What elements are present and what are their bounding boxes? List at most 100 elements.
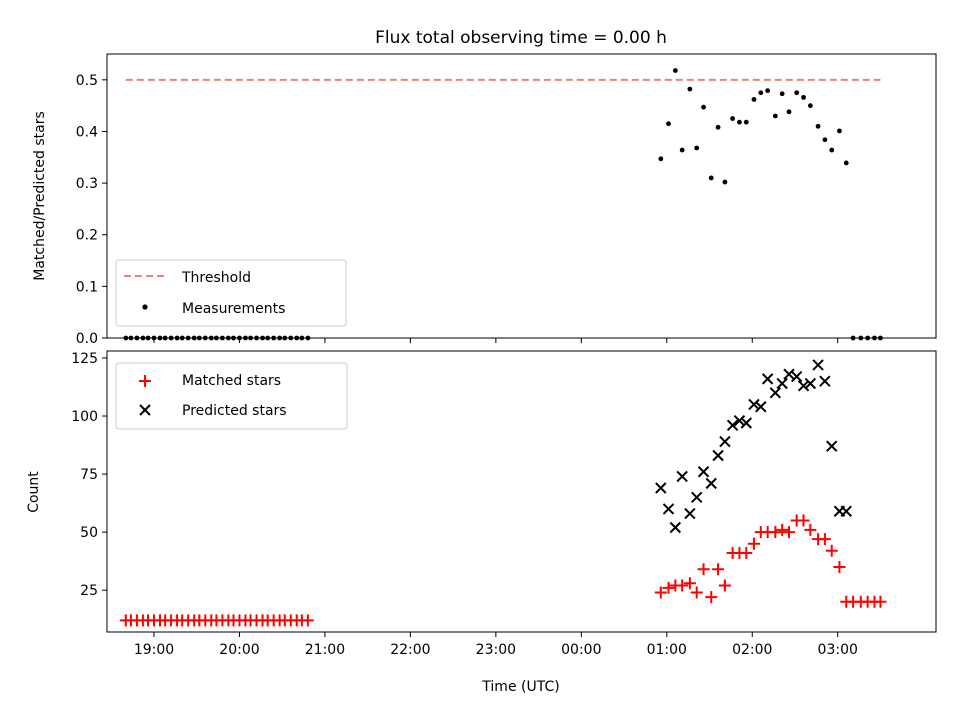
matched-stars-point	[804, 523, 817, 536]
top-y-tick-label: 0.3	[76, 176, 98, 192]
matched-stars-point	[683, 577, 696, 590]
top-y-tick-label: 0.0	[76, 331, 98, 347]
predicted-stars-point	[740, 417, 752, 429]
predicted-stars-point	[797, 380, 810, 392]
bottom-marks	[119, 359, 887, 627]
predicted-stars-point	[804, 377, 817, 390]
matched-stars-point	[818, 533, 831, 546]
measurement-point	[801, 94, 806, 100]
top-legend: Threshold Measurements	[115, 259, 347, 327]
matched-stars-point	[712, 563, 725, 576]
bottom-x-tick-label: 01:00	[647, 642, 687, 658]
measurement-point	[666, 121, 671, 127]
measurement-point	[765, 88, 771, 94]
matched-stars-point	[676, 579, 689, 592]
predicted-stars-point	[655, 482, 667, 494]
matched-stars-point	[654, 586, 667, 599]
measurement-point	[815, 123, 821, 129]
measurement-point	[722, 179, 728, 185]
measurement-point	[772, 113, 778, 119]
top-y-tick-label: 0.5	[76, 73, 98, 89]
bottom-panel: 19:00 20:00 21:00 22:00 23:00 00:00 01:00 02:00…	[26, 350, 937, 695]
top-axes: 0.0 0.1 0.2 0.3 0.4 0.5	[76, 73, 839, 347]
top-y-tick-label: 0.1	[76, 279, 98, 295]
bottom-x-tick-label: 22:00	[390, 642, 430, 658]
matched-stars-point	[783, 526, 796, 539]
predicted-stars-point	[812, 359, 824, 371]
measurement-point	[694, 145, 700, 151]
measurement-point	[837, 128, 842, 134]
predicted-stars-point	[769, 387, 782, 399]
bottom-xlabel: Time (UTC)	[481, 679, 559, 695]
predicted-stars-point	[662, 503, 675, 515]
top-y-tick-label: 0.4	[76, 124, 98, 140]
predicted-stars-point	[712, 449, 724, 462]
bottom-legend-box	[115, 362, 348, 430]
predicted-stars-point	[733, 414, 746, 427]
measurement-point	[701, 104, 706, 110]
measurement-point	[779, 91, 785, 97]
predicted-stars-point	[719, 435, 731, 448]
matched-stars-point	[747, 537, 760, 550]
predicted-stars-point	[840, 505, 852, 517]
measurement-point	[843, 160, 849, 166]
measurement-point	[751, 97, 757, 102]
bottom-legend-matched-label: Matched stars	[182, 373, 281, 389]
top-y-tick-label: 0.2	[76, 228, 98, 244]
measurement-point	[743, 119, 749, 125]
top-axes-frame	[106, 53, 937, 339]
top-legend-measurements-label: Measurements	[182, 301, 285, 317]
measurement-point	[737, 119, 742, 125]
measurement-point	[658, 156, 664, 162]
measurement-point	[730, 116, 735, 121]
predicted-stars-point	[697, 466, 710, 478]
matched-stars-point	[874, 595, 887, 608]
matched-stars-point	[662, 581, 675, 594]
predicted-stars-point	[676, 470, 688, 483]
matched-stars-point	[697, 563, 710, 576]
matched-stars-point	[690, 586, 703, 599]
top-legend-measurements-swatch	[142, 304, 148, 310]
measurement-point	[758, 90, 764, 96]
bottom-x-tick-label: 23:00	[476, 642, 516, 658]
predicted-stars-point	[819, 375, 831, 387]
measurement-point	[786, 109, 792, 115]
bottom-y-tick-label: 100	[71, 409, 98, 425]
predicted-stars-point	[761, 373, 774, 385]
predicted-stars-point	[755, 401, 767, 413]
measurement-point	[794, 90, 800, 96]
measurement-point	[679, 147, 685, 153]
predicted-stars-point	[826, 440, 838, 452]
bottom-ylabel: Count	[26, 471, 42, 513]
top-legend-threshold-label: Threshold	[181, 270, 251, 286]
matched-stars-point	[833, 560, 846, 573]
measurement-point	[708, 175, 714, 181]
matched-stars-point	[301, 614, 314, 627]
measurement-point	[829, 147, 835, 153]
predicted-stars-point	[690, 491, 703, 504]
bottom-y-tick-label: 50	[80, 525, 98, 541]
bottom-x-tick-label: 19:00	[134, 642, 174, 658]
measurement-point	[715, 124, 721, 130]
bottom-y-tick-label: 125	[71, 351, 98, 367]
measurement-point	[807, 103, 813, 109]
bottom-legend-matched-swatch	[139, 375, 151, 387]
predicted-stars-point	[748, 398, 760, 411]
measurement-point	[672, 68, 678, 73]
matched-stars-point	[776, 523, 789, 536]
bottom-x-tick-label: 03:00	[818, 642, 858, 658]
bottom-y-tick-label: 75	[80, 467, 98, 483]
bottom-x-tick-label: 20:00	[219, 642, 259, 658]
bottom-x-tick-label: 02:00	[732, 642, 772, 658]
predicted-stars-point	[790, 370, 803, 383]
predicted-stars-point	[705, 477, 717, 490]
bottom-legend: Matched stars Predicted stars	[115, 362, 348, 430]
predicted-stars-point	[726, 419, 739, 432]
measurement-point	[687, 86, 693, 92]
predicted-stars-point	[776, 377, 788, 390]
measurement-point	[822, 137, 828, 143]
matched-stars-point	[705, 591, 718, 604]
matched-stars-point	[740, 547, 753, 560]
